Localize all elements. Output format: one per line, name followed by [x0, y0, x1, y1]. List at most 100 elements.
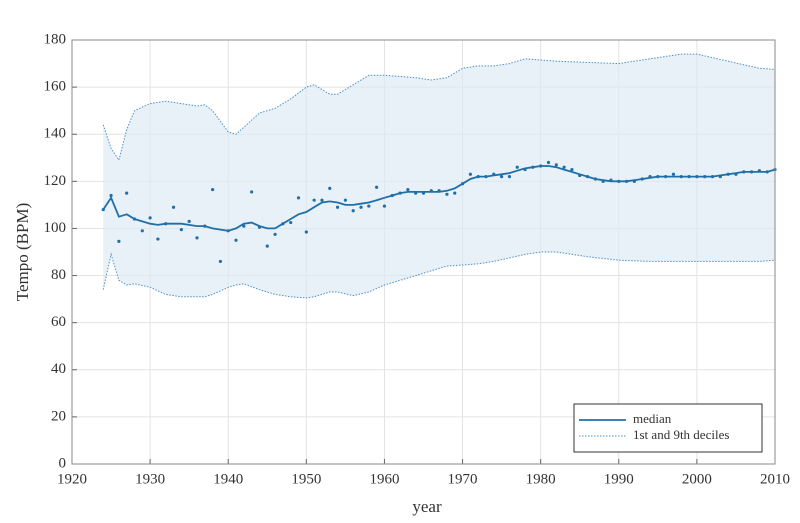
data-point — [414, 191, 418, 195]
data-point — [242, 224, 246, 228]
data-point — [570, 167, 574, 172]
data-point — [320, 198, 324, 202]
data-point — [148, 216, 152, 220]
data-point — [554, 163, 558, 167]
y-tick-label: 140 — [44, 126, 67, 142]
data-point — [257, 225, 262, 229]
y-tick-label: 80 — [51, 267, 66, 283]
data-point — [624, 179, 629, 183]
lower-decile-line — [102, 251, 776, 299]
x-axis-label: year — [412, 497, 442, 516]
data-point — [250, 190, 254, 194]
data-point — [359, 205, 363, 209]
y-tick-label: 100 — [44, 220, 67, 236]
data-point — [304, 230, 308, 234]
data-point — [492, 172, 496, 176]
data-point — [328, 186, 332, 190]
y-tick-label: 160 — [44, 79, 67, 95]
data-point — [726, 172, 730, 176]
data-point — [539, 164, 543, 168]
data-point — [531, 165, 535, 169]
data-point — [687, 175, 691, 179]
data-point — [609, 178, 613, 182]
data-point — [656, 175, 660, 179]
data-point — [460, 182, 465, 186]
data-point — [351, 209, 355, 213]
data-point — [101, 208, 105, 212]
x-tick-label: 2010 — [760, 471, 790, 487]
x-tick-label: 2000 — [682, 471, 712, 487]
y-tick-label: 120 — [44, 173, 67, 189]
data-point — [515, 165, 519, 169]
data-point — [125, 191, 129, 195]
data-point — [632, 179, 637, 183]
data-point — [734, 172, 738, 176]
data-point — [164, 222, 168, 226]
data-point — [273, 232, 277, 236]
data-point — [382, 204, 387, 208]
data-point — [367, 204, 371, 208]
data-point — [484, 175, 488, 179]
data-point — [679, 175, 683, 179]
data-point — [421, 191, 426, 195]
data-point — [429, 189, 433, 193]
y-tick-label: 0 — [59, 455, 67, 471]
y-tick-label: 40 — [51, 361, 66, 377]
data-point — [695, 175, 699, 179]
band-area — [103, 54, 775, 298]
data-point — [140, 229, 144, 233]
data-point — [640, 177, 644, 181]
data-point — [335, 205, 340, 209]
data-point — [203, 224, 207, 228]
data-point — [343, 198, 347, 202]
y-axis-label: Tempo (BPM) — [13, 203, 32, 301]
data-point — [749, 170, 754, 174]
data-point — [226, 229, 230, 233]
data-point — [710, 175, 715, 179]
legend-label: 1st and 9th deciles — [633, 427, 729, 442]
data-point — [195, 236, 199, 240]
data-point — [281, 222, 285, 226]
y-tick-label: 180 — [44, 31, 67, 47]
data-point — [546, 160, 551, 165]
data-point — [507, 175, 512, 179]
data-point — [132, 217, 137, 221]
data-point — [585, 175, 590, 179]
y-tick-label: 20 — [51, 408, 66, 424]
data-point — [187, 219, 191, 223]
data-point — [476, 175, 480, 179]
data-point — [523, 167, 527, 172]
data-point — [500, 175, 504, 179]
data-point — [718, 175, 722, 179]
data-point — [468, 172, 472, 176]
data-point — [289, 220, 293, 225]
data-point — [375, 185, 379, 189]
x-tick-label: 1960 — [369, 471, 399, 487]
data-point — [617, 179, 621, 183]
data-point — [437, 189, 441, 193]
data-point — [390, 193, 394, 198]
x-tick-label: 1940 — [213, 471, 243, 487]
x-tick-label: 1920 — [57, 471, 87, 487]
x-tick-label: 1990 — [604, 471, 634, 487]
data-point — [406, 187, 410, 192]
data-point — [218, 259, 223, 264]
data-point — [648, 175, 652, 179]
data-point — [593, 177, 597, 181]
y-tick-label: 60 — [51, 314, 66, 330]
data-point — [117, 239, 121, 243]
data-point — [312, 198, 316, 202]
legend-box — [573, 403, 763, 453]
data-point — [671, 172, 676, 176]
data-point — [562, 165, 566, 169]
x-tick-label: 1930 — [135, 471, 165, 487]
data-point — [398, 191, 402, 195]
plot-frame — [71, 39, 776, 465]
data-point — [601, 179, 605, 183]
data-point — [742, 170, 746, 174]
upper-decile-line — [102, 53, 776, 162]
legend-label: median — [633, 411, 672, 426]
data-point — [156, 237, 160, 241]
data-point — [234, 238, 238, 242]
